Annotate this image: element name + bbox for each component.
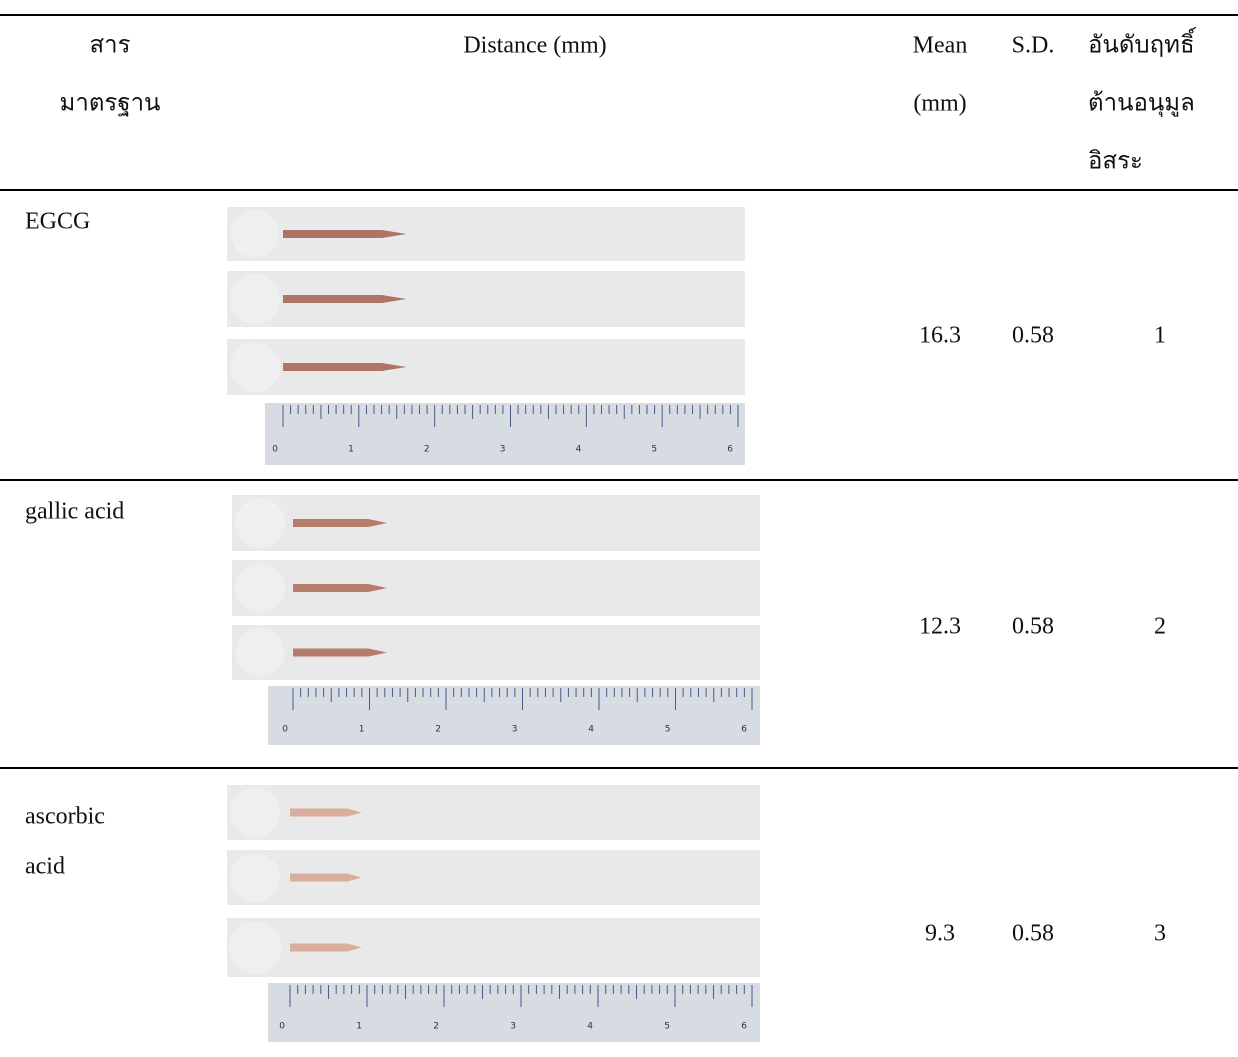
ruler-label: 0 (272, 445, 278, 455)
color-streak (290, 809, 362, 817)
color-streak (293, 519, 387, 527)
sd-value: 0.58 (1012, 614, 1054, 640)
sample-spot (235, 498, 285, 548)
ruler-label: 3 (510, 1022, 516, 1032)
ruler (265, 403, 745, 465)
ruler-label: 2 (424, 445, 430, 455)
sample-spot (229, 921, 282, 974)
ruler-label: 5 (664, 1022, 670, 1032)
ruler-label: 0 (279, 1022, 285, 1032)
sd-value: 0.58 (1012, 921, 1054, 947)
sd-value: 0.58 (1012, 323, 1054, 349)
header-text: มาตรฐาน (60, 91, 161, 117)
substance-name: acid (25, 854, 65, 880)
ruler-label: 1 (348, 445, 354, 455)
ruler-label: 5 (665, 725, 671, 735)
substance-name: ascorbic (25, 804, 105, 830)
ruler-label: 3 (512, 725, 518, 735)
ruler-label: 2 (435, 725, 441, 735)
color-streak (293, 649, 387, 657)
ruler-label: 3 (500, 445, 506, 455)
sample-spot (231, 788, 280, 837)
substance-name: gallic acid (25, 499, 124, 525)
sample-spot (236, 628, 285, 677)
ruler-label: 2 (433, 1022, 439, 1032)
table-page: สารมาตรฐาน Distance (mm) Mean (mm) S.D. อันดั… (0, 0, 1238, 1057)
sample-spot (231, 853, 280, 902)
color-streak (290, 944, 362, 952)
ruler-label: 1 (359, 725, 365, 735)
ruler-label: 4 (576, 445, 582, 455)
ruler-label: 4 (587, 1022, 593, 1032)
rank-value: 2 (1154, 614, 1166, 640)
ruler (268, 686, 760, 745)
header-text: (mm) (913, 91, 966, 117)
ruler-label: 4 (588, 725, 594, 735)
sample-spot (235, 563, 285, 613)
sample-spot (230, 342, 280, 392)
header-text: อันดับฤทธิ์ (1088, 27, 1197, 59)
header-text: ต้านอนุมูล (1088, 91, 1195, 118)
ruler (268, 983, 760, 1042)
color-streak (283, 295, 407, 303)
ruler-label: 6 (727, 445, 733, 455)
color-streak (283, 363, 407, 371)
ruler-label: 5 (651, 445, 657, 455)
mean-value: 16.3 (919, 323, 961, 349)
header-text: สาร (89, 33, 130, 59)
header-text: Mean (913, 33, 968, 59)
ruler-label: 1 (356, 1022, 362, 1032)
rank-value: 1 (1154, 323, 1166, 349)
ruler-label: 6 (741, 1022, 747, 1032)
mean-value: 12.3 (919, 614, 961, 640)
header-text: อิสระ (1088, 149, 1143, 175)
header-text: Distance (mm) (463, 33, 606, 59)
mean-value: 9.3 (925, 921, 955, 947)
color-streak (290, 874, 362, 882)
sample-spot (230, 274, 280, 324)
ruler-label: 6 (741, 725, 747, 735)
color-streak (293, 584, 387, 592)
rank-value: 3 (1154, 921, 1166, 947)
color-streak (283, 230, 407, 238)
ruler-label: 0 (282, 725, 288, 735)
substance-name: EGCG (25, 209, 90, 235)
header-text: S.D. (1012, 33, 1055, 59)
sample-spot (231, 210, 279, 258)
